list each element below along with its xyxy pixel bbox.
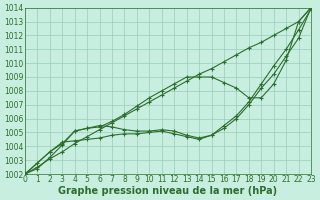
X-axis label: Graphe pression niveau de la mer (hPa): Graphe pression niveau de la mer (hPa) xyxy=(59,186,277,196)
